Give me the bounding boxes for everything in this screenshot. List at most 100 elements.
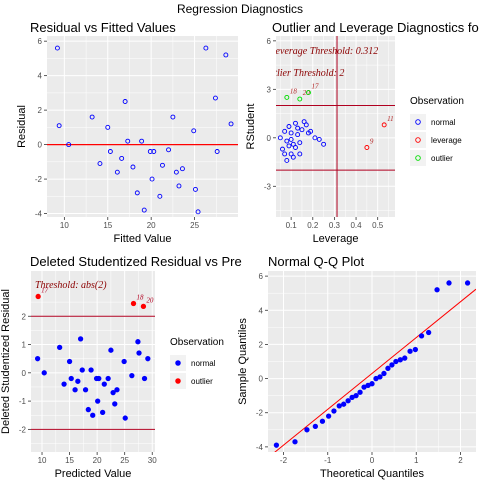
x-tick-label: 20 xyxy=(93,456,102,465)
point-normal xyxy=(41,370,47,376)
point xyxy=(160,162,165,168)
qq-reference-line xyxy=(274,288,476,452)
x-tick-label: -1 xyxy=(324,456,332,465)
point xyxy=(385,365,391,371)
x-tick-label: 0.2 xyxy=(307,221,319,230)
point-normal xyxy=(110,389,116,396)
point-normal xyxy=(121,358,127,365)
x-tick-label: 0 xyxy=(370,456,375,465)
legend: Observation normal outlier xyxy=(170,337,224,389)
legend-entry: outlier xyxy=(191,377,213,386)
point-normal xyxy=(95,398,101,404)
point xyxy=(119,155,125,161)
chart-title: Deleted Studentized Residual vs Pre xyxy=(30,254,242,269)
point xyxy=(212,95,218,101)
point-normal xyxy=(129,372,135,379)
legend-marker-outlier xyxy=(175,378,181,384)
point-outlier xyxy=(306,90,311,96)
y-tick-label: 0 xyxy=(267,134,272,143)
x-tick-label: 0.3 xyxy=(329,221,341,230)
point xyxy=(425,329,432,336)
point-outlier xyxy=(130,300,137,307)
x-axis-label: Predicted Value xyxy=(55,468,132,480)
point xyxy=(147,149,153,154)
point-normal xyxy=(288,130,294,136)
point-normal xyxy=(293,145,298,150)
point-normal xyxy=(68,375,74,382)
point xyxy=(191,128,197,134)
point-normal xyxy=(288,151,294,157)
x-tick-label: 0.1 xyxy=(286,221,298,230)
x-tick-label: 25 xyxy=(190,221,199,230)
point xyxy=(381,370,387,377)
y-axis-label: RStudent xyxy=(245,104,257,150)
point-normal xyxy=(79,367,85,373)
point xyxy=(122,99,128,104)
point-normal xyxy=(61,381,67,387)
y-tick-label: 4 xyxy=(38,72,43,81)
plot-layer: Leverage Threshold: 0.312 Outlier Thresho… xyxy=(262,36,395,217)
y-tick-label: -1 xyxy=(19,397,27,406)
point xyxy=(393,358,399,365)
point xyxy=(214,149,220,154)
point xyxy=(125,138,131,144)
legend-entry: outlier xyxy=(431,154,453,163)
annotation-outlier-threshold: Outlier Threshold: 2 xyxy=(262,68,344,79)
x-tick-label: 15 xyxy=(103,221,112,230)
x-tick-label: 30 xyxy=(148,456,157,465)
legend-key xyxy=(410,132,426,148)
y-tick-label: 3 xyxy=(267,85,272,94)
point xyxy=(157,193,163,199)
point xyxy=(331,408,337,414)
point-normal xyxy=(295,132,301,138)
point xyxy=(464,280,471,286)
point-normal xyxy=(141,375,148,382)
point-normal xyxy=(105,375,111,382)
legend-marker-normal xyxy=(415,119,421,125)
y-tick-label: -2 xyxy=(35,175,43,184)
y-tick-label: 4 xyxy=(259,306,264,315)
point-label: 17 xyxy=(41,286,49,294)
point-normal xyxy=(280,146,285,152)
point-label: 18 xyxy=(290,87,298,95)
point xyxy=(193,186,198,192)
x-axis-label: Leverage xyxy=(313,233,359,245)
y-tick-label: -4 xyxy=(35,210,43,219)
y-tick-label: 0 xyxy=(22,369,27,378)
annotation-leverage-threshold: Leverage Threshold: 0.312 xyxy=(269,46,378,57)
y-tick-label: 0 xyxy=(259,375,264,384)
legend-marker-leverage xyxy=(415,137,421,143)
x-tick-label: 15 xyxy=(65,456,74,465)
chart-residual-fitted: Residual vs Fitted Values 10 15 20 25 -4 -2 0 2 4… xyxy=(16,20,238,245)
point-normal xyxy=(96,375,102,382)
point-normal xyxy=(112,401,118,407)
x-axis-label: Fitted Value xyxy=(114,233,172,245)
point-normal xyxy=(82,387,89,393)
point xyxy=(151,149,157,154)
point-normal xyxy=(90,412,96,418)
point xyxy=(149,176,155,182)
y-tick-label: 6 xyxy=(267,37,272,46)
point xyxy=(166,147,171,153)
chart-title: Normal Q-Q Plot xyxy=(268,254,364,269)
annotation-threshold: Threshold: abs(2) xyxy=(35,280,107,291)
point xyxy=(369,381,375,387)
point-label: 20 xyxy=(146,296,154,304)
point xyxy=(325,413,332,419)
y-tick-label: 2 xyxy=(38,106,43,115)
chart-normal-qq: Normal Q-Q Plot -2 -1 0 1 2 -4 -2 0 2 4 6 Theoretica… xyxy=(237,254,476,480)
point xyxy=(141,207,147,213)
point xyxy=(139,138,145,144)
point xyxy=(402,355,408,361)
point-outlier xyxy=(35,293,41,300)
gridlines xyxy=(276,36,395,217)
point-normal xyxy=(75,378,81,384)
y-tick-label: 2 xyxy=(259,340,264,349)
y-tick-label: -3 xyxy=(264,182,272,191)
point-label: 9 xyxy=(370,138,374,146)
point xyxy=(54,45,60,51)
point xyxy=(446,280,452,286)
